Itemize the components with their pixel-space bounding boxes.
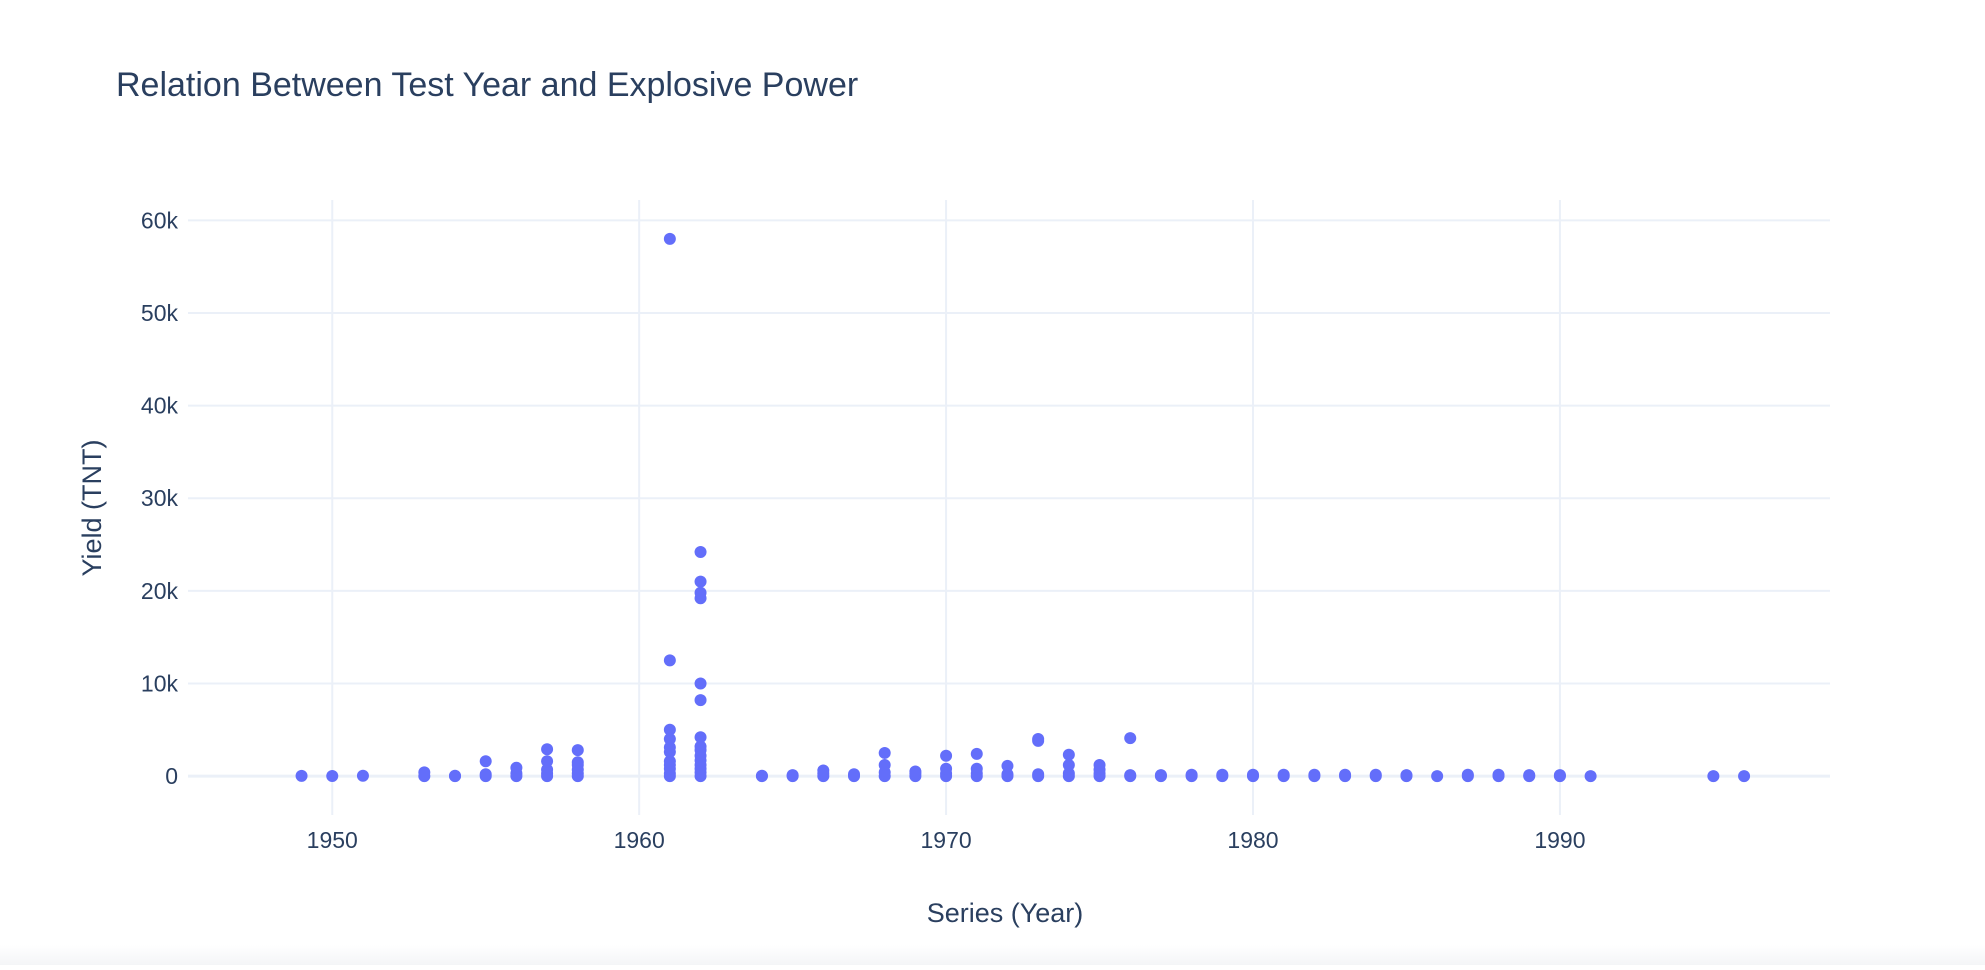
data-point	[541, 743, 554, 756]
data-point	[1062, 767, 1075, 780]
data-point	[878, 758, 891, 771]
data-point	[878, 746, 891, 759]
data-point	[694, 575, 707, 588]
data-point	[1185, 768, 1198, 781]
data-point	[1492, 768, 1505, 781]
x-tick-label: 1990	[1534, 827, 1585, 853]
data-point	[663, 654, 676, 667]
x-tick-labels: 1950 1960 1970 1980 1990	[307, 827, 1586, 853]
data-point	[1246, 768, 1259, 781]
data-point	[663, 755, 676, 768]
data-point	[1093, 758, 1106, 771]
data-point	[1707, 770, 1720, 783]
data-point	[1001, 759, 1014, 772]
data-point	[940, 762, 953, 775]
data-point	[817, 764, 830, 777]
data-point	[449, 769, 462, 782]
data-point	[541, 763, 554, 776]
data-point	[1032, 768, 1045, 781]
data-point	[356, 769, 369, 782]
data-point	[1553, 769, 1566, 782]
y-tick-label: 40k	[141, 393, 179, 419]
data-point	[970, 747, 983, 760]
y-axis-title: Yield (TNT)	[77, 439, 107, 576]
data-point	[1062, 758, 1075, 771]
data-point	[694, 694, 707, 707]
data-point	[326, 770, 339, 783]
y-tick-label: 60k	[141, 207, 179, 233]
x-axis-title: Series (Year)	[927, 898, 1084, 928]
data-point	[1584, 770, 1597, 783]
data-point	[663, 232, 676, 245]
data-point	[663, 733, 676, 746]
data-point	[510, 761, 523, 774]
data-point	[786, 769, 799, 782]
data-point	[571, 744, 584, 757]
x-tick-label: 1970	[920, 827, 971, 853]
data-point	[940, 749, 953, 762]
data-point	[479, 768, 492, 781]
data-point	[295, 769, 308, 782]
data-point	[1277, 768, 1290, 781]
data-point	[663, 741, 676, 754]
data-point	[1369, 768, 1382, 781]
y-tick-label: 20k	[141, 578, 179, 604]
points-layer	[295, 232, 1751, 783]
data-point	[694, 586, 707, 599]
data-point	[1339, 768, 1352, 781]
x-tick-label: 1980	[1227, 827, 1278, 853]
data-point	[694, 677, 707, 690]
y-tick-labels: 0 10k 20k 30k 40k 50k 60k	[141, 207, 179, 789]
data-point	[970, 762, 983, 775]
grid-layer	[188, 200, 1830, 815]
data-point	[909, 765, 922, 778]
data-point	[1124, 769, 1137, 782]
y-tick-label: 50k	[141, 300, 179, 326]
data-point	[1216, 768, 1229, 781]
data-point	[694, 545, 707, 558]
x-tick-label: 1960	[614, 827, 665, 853]
bottom-band	[0, 945, 1985, 965]
data-point	[479, 755, 492, 768]
data-point	[694, 731, 707, 744]
data-point	[663, 723, 676, 736]
y-tick-label: 10k	[141, 670, 179, 696]
data-point	[571, 756, 584, 769]
data-point	[1154, 769, 1167, 782]
data-point	[848, 768, 861, 781]
data-point	[1400, 769, 1413, 782]
data-point	[1032, 733, 1045, 746]
data-point	[1523, 769, 1536, 782]
data-point	[755, 769, 768, 782]
chart-title: Relation Between Test Year and Explosive…	[116, 66, 858, 104]
data-point	[1738, 770, 1751, 783]
data-point	[1461, 768, 1474, 781]
data-point	[1001, 768, 1014, 781]
data-point	[1124, 732, 1137, 745]
data-point	[541, 755, 554, 768]
data-point	[1431, 770, 1444, 783]
data-point	[694, 740, 707, 753]
y-tick-label: 0	[165, 763, 178, 789]
y-tick-label: 30k	[141, 485, 179, 511]
x-tick-label: 1950	[307, 827, 358, 853]
data-point	[1308, 768, 1321, 781]
data-point	[418, 766, 431, 779]
data-point	[1062, 748, 1075, 761]
